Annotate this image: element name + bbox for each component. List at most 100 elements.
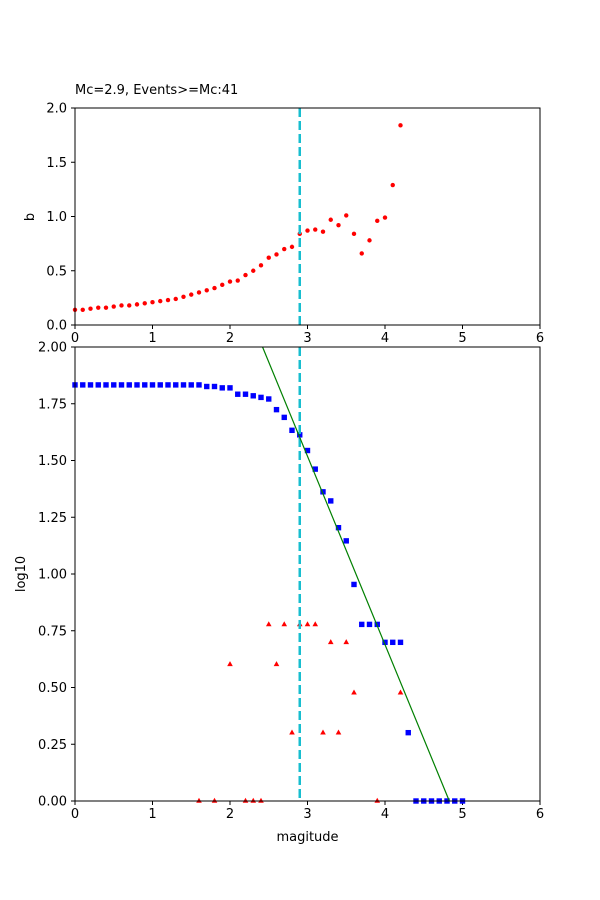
incremental-count-point [289, 729, 295, 735]
top-b-value-point [103, 305, 109, 310]
incremental-count-point [281, 621, 288, 627]
top-x-tick-label: 4 [381, 331, 389, 346]
bottom-x-axis-label: magitude [276, 830, 338, 845]
cumulative-count-point [320, 489, 326, 495]
incremental-count-point [227, 661, 233, 667]
cumulative-count-point [266, 396, 272, 402]
bottom-y-tick-label: 1.25 [38, 511, 67, 526]
bottom-y-tick-label: 0.25 [38, 738, 67, 753]
cumulative-count-point [157, 382, 163, 388]
cumulative-count-point [211, 383, 218, 390]
cumulative-count-point [87, 382, 94, 388]
incremental-count-point [211, 797, 218, 803]
magnitude-frequency-panel: log10 magitude 0 1 2 3 4 5 6 0.00 0.25 0.50 0.75 1.… [14, 341, 544, 846]
bottom-x-tick-label: 0 [71, 807, 79, 822]
incremental-count-point [196, 797, 202, 803]
incremental-count-point [242, 797, 249, 803]
bottom-y-tick-label: 2.00 [38, 341, 67, 356]
cumulative-count-point [227, 385, 233, 391]
top-b-value-point [320, 229, 326, 234]
top-y-tick-label: 1.5 [46, 156, 67, 171]
cumulative-count-point [173, 382, 179, 388]
cumulative-count-point [335, 524, 342, 531]
top-b-value-point [127, 303, 132, 308]
bottom-x-tick-label: 3 [303, 807, 311, 822]
cumulative-count-point [180, 382, 187, 388]
bottom-y-tick-label: 1.75 [38, 397, 67, 412]
incremental-count-point [374, 797, 381, 803]
cumulative-count-point [297, 432, 303, 438]
top-b-value-point [196, 290, 202, 295]
cumulative-count-point [118, 382, 125, 388]
bottom-y-tick-label: 0.75 [38, 624, 67, 639]
top-b-value-point [258, 263, 264, 268]
bottom-x-tick-label: 4 [381, 807, 389, 822]
top-x-tick-label: 5 [458, 331, 466, 346]
top-plot-frame [74, 107, 541, 326]
top-b-value-point [336, 222, 341, 228]
bottom-plot-frame [74, 346, 541, 802]
cumulative-count-point [204, 383, 210, 390]
cumulative-count-point [304, 447, 311, 454]
top-b-value-point [119, 303, 124, 308]
cumulative-count-point [405, 729, 411, 736]
top-chart-title: Mc=2.9, Events>=Mc:41 [75, 83, 238, 98]
bottom-y-tick-label: 0.50 [38, 681, 67, 696]
top-b-value-point [173, 296, 178, 302]
top-b-value-point [150, 300, 155, 305]
bottom-x-tick-label: 5 [458, 807, 466, 822]
top-b-value-point [142, 301, 147, 306]
cumulative-count-point [111, 382, 117, 388]
cumulative-count-point [382, 639, 388, 646]
gutenberg-richter-fit-line [261, 346, 450, 802]
top-y-tick-label: 0.0 [46, 319, 67, 334]
top-b-value-point [243, 272, 248, 278]
cumulative-count-point [126, 382, 132, 388]
cumulative-count-point [188, 382, 194, 388]
top-x-tick-label: 3 [303, 331, 311, 346]
top-b-value-point [251, 268, 256, 273]
top-b-value-point [367, 238, 372, 243]
top-y-tick-label: 2.0 [46, 102, 67, 117]
top-y-tick-label: 0.5 [46, 264, 67, 279]
top-b-value-point [375, 218, 380, 224]
incremental-count-point [273, 661, 280, 667]
cumulative-count-point [103, 382, 109, 388]
cumulative-count-point [273, 406, 280, 413]
top-x-tick-label: 2 [226, 331, 234, 346]
cumulative-count-point [165, 382, 171, 388]
top-b-value-point [274, 252, 279, 257]
bottom-x-tick-label: 1 [148, 807, 156, 822]
top-b-value-point [398, 123, 403, 128]
top-b-value-point [313, 227, 318, 232]
top-b-value-point [165, 297, 171, 303]
cumulative-count-point [80, 382, 86, 388]
incremental-count-point [351, 689, 357, 695]
top-b-value-point [328, 217, 333, 222]
incremental-count-point [312, 621, 319, 627]
top-b-value-point [181, 294, 186, 299]
cumulative-count-point [366, 621, 373, 628]
top-b-value-point [204, 288, 209, 293]
cumulative-count-point [351, 581, 357, 588]
incremental-count-point [335, 729, 342, 735]
bottom-y-tick-label: 1.00 [38, 568, 67, 583]
cumulative-count-point [390, 639, 396, 646]
top-b-value-point [158, 298, 163, 304]
top-x-tick-label: 0 [71, 331, 79, 346]
cumulative-count-point [149, 382, 156, 388]
cumulative-count-point [343, 538, 349, 544]
bottom-y-tick-label: 1.50 [38, 454, 67, 469]
top-b-value-point [282, 246, 287, 252]
cumulative-count-point [281, 414, 287, 421]
bottom-y-tick-label: 0.00 [38, 795, 67, 810]
cumulative-count-point [196, 382, 202, 388]
incremental-count-point [343, 639, 350, 645]
cumulative-count-point [359, 621, 365, 628]
top-b-value-point [80, 307, 85, 313]
cumulative-count-point [258, 394, 264, 401]
top-b-value-point [111, 304, 116, 309]
top-data-points [72, 123, 403, 313]
top-b-value-point [96, 305, 101, 310]
top-b-value-point [344, 213, 349, 218]
